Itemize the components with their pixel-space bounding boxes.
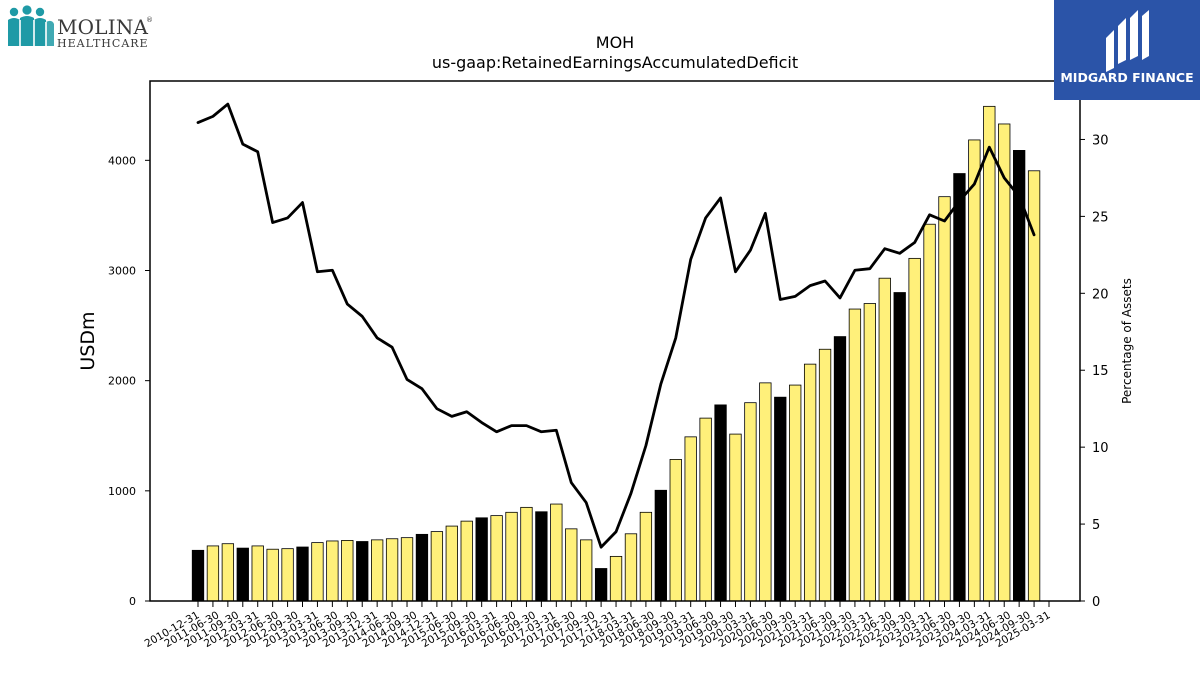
bar-2022-03-31 xyxy=(863,303,876,602)
bar-2021-12-31 xyxy=(848,308,862,602)
bar-2023-03-31 xyxy=(923,223,936,602)
bar-2013-06-30 xyxy=(341,540,354,602)
bar-2015-09-30 xyxy=(475,517,488,602)
bar-2012-12-31 xyxy=(311,542,324,602)
x-axis-ticks: 2010-12-312011-06-302011-09-302012-03-31… xyxy=(143,601,1053,650)
bar-2022-06-30 xyxy=(878,277,891,602)
bar-2020-06-30 xyxy=(759,382,772,602)
y-tick-label: 2000 xyxy=(108,375,136,388)
midgard-wordmark: MIDGARD FINANCE xyxy=(1060,70,1193,85)
molina-logo-mark: MOLINA ® HEALTHCARE xyxy=(8,5,153,50)
bar-2018-06-30 xyxy=(639,511,653,602)
y-tick-label: 4000 xyxy=(108,154,136,167)
y2-tick-label: 20 xyxy=(1092,287,1109,302)
bar-2015-06-30 xyxy=(460,520,473,602)
right-axis-ticks: 0 5 10 15 20 25 30 xyxy=(1080,133,1109,610)
bar-2013-12-31 xyxy=(371,539,384,602)
y2-axis-label: Percentage of Assets xyxy=(1120,278,1134,404)
bar-2011-03-31 xyxy=(206,545,220,602)
bar-2012-06-30 xyxy=(281,548,294,602)
y-tick-label: 0 xyxy=(129,595,136,608)
bar-2011-09-30 xyxy=(236,547,249,602)
y2-tick-label: 0 xyxy=(1092,595,1100,610)
bar-2017-09-30 xyxy=(594,568,608,602)
bar-2021-03-31 xyxy=(803,363,817,602)
y2-tick-label: 5 xyxy=(1092,518,1100,533)
y-axis-label: USDm xyxy=(77,311,99,370)
chart-title: MOH xyxy=(596,33,634,52)
bar-2011-12-31 xyxy=(251,545,264,602)
bar-2020-12-31 xyxy=(789,384,802,602)
left-axis-ticks: 0 1000 2000 3000 4000 xyxy=(108,154,150,608)
percentage-of-assets-line xyxy=(196,102,1036,549)
bar-2016-09-30 xyxy=(535,511,548,602)
bar-2016-03-31 xyxy=(505,511,518,602)
molina-healthcare-logo: MOLINA ® HEALTHCARE xyxy=(6,4,156,50)
bar-2021-06-30 xyxy=(818,348,832,602)
molina-tagline: HEALTHCARE xyxy=(57,37,149,50)
y2-tick-label: 15 xyxy=(1092,364,1109,379)
bar-2022-12-31 xyxy=(908,257,921,602)
y-tick-label: 1000 xyxy=(108,485,136,498)
bar-2013-09-30 xyxy=(356,541,369,602)
bar-2010-12-31 xyxy=(191,549,205,602)
bar-2016-06-30 xyxy=(520,506,533,602)
bar-2014-12-31 xyxy=(430,531,444,602)
y2-tick-label: 25 xyxy=(1092,210,1109,225)
y-tick-label: 3000 xyxy=(108,264,136,277)
bar-2016-12-31 xyxy=(550,503,563,602)
bar-2020-09-30 xyxy=(774,396,787,602)
bar-2012-09-30 xyxy=(296,546,309,602)
bar-2014-03-31 xyxy=(385,538,399,602)
bar-2012-03-31 xyxy=(266,548,279,602)
bar-2024-03-31 xyxy=(983,105,996,602)
bar-2018-12-31 xyxy=(669,459,682,602)
midgard-logo-mark: MIDGARD FINANCE xyxy=(1060,10,1194,85)
bar-2019-09-30 xyxy=(714,404,727,602)
bar-2023-09-30 xyxy=(953,173,966,602)
plot-frame xyxy=(149,80,1081,602)
bar-2018-03-31 xyxy=(624,533,638,602)
chart-subtitle: us-gaap:RetainedEarningsAccumulatedDefic… xyxy=(432,53,798,72)
bar-2024-09-30 xyxy=(1013,150,1026,602)
bar-2023-06-30 xyxy=(938,196,951,602)
bar-2017-03-31 xyxy=(565,528,578,602)
bar-2013-03-31 xyxy=(326,540,339,602)
y2-tick-label: 30 xyxy=(1092,133,1109,148)
bar-2019-12-31 xyxy=(729,433,742,602)
registered-mark: ® xyxy=(146,16,153,24)
bar-2020-03-31 xyxy=(744,402,757,602)
bar-2015-03-31 xyxy=(445,525,458,602)
bar-2019-06-30 xyxy=(699,417,712,602)
bar-2017-06-30 xyxy=(580,539,593,602)
bar-2015-12-31 xyxy=(490,515,503,602)
bar-series xyxy=(191,105,1041,602)
bar-2022-09-30 xyxy=(893,292,906,602)
bar-2023-12-31 xyxy=(968,139,981,602)
molina-wordmark: MOLINA xyxy=(57,15,149,39)
bar-2019-03-31 xyxy=(684,436,697,602)
bar-2017-12-31 xyxy=(609,555,623,602)
bar-2021-09-30 xyxy=(833,336,847,602)
bar-2014-09-30 xyxy=(415,533,429,602)
bar-2014-06-30 xyxy=(400,537,414,602)
bar-2011-06-30 xyxy=(221,543,235,602)
bar-2018-09-30 xyxy=(654,489,667,602)
bar-2024-06-30 xyxy=(998,123,1011,602)
y2-tick-label: 10 xyxy=(1092,441,1109,456)
midgard-finance-logo: MIDGARD FINANCE xyxy=(1054,0,1200,100)
